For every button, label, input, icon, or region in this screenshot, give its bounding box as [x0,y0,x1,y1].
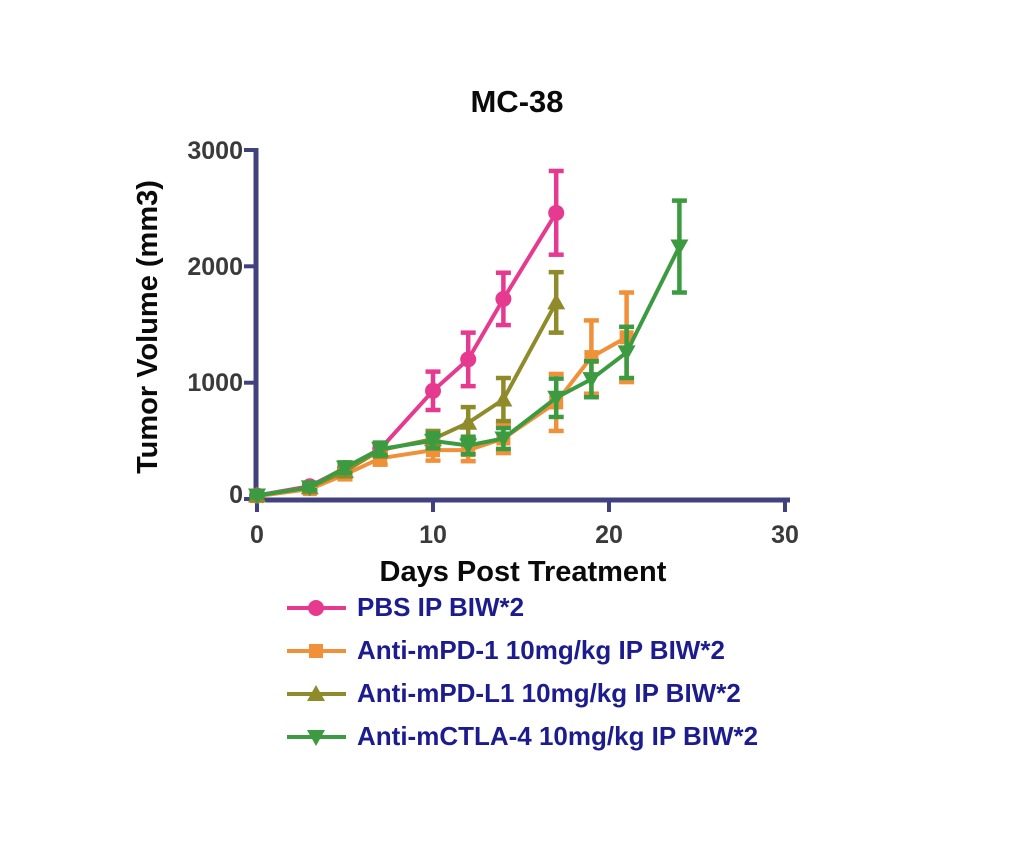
chart-title: MC-38 [470,84,563,119]
y-tick-label-0: 0 [229,481,243,509]
plot-area [248,168,689,505]
x-axis-label: Days Post Treatment [380,556,667,588]
legend-label-pbs: PBS IP BIW*2 [357,592,525,622]
legend-item-pbs: PBS IP BIW*2 [285,586,758,629]
series-1 [249,290,635,504]
legend-item-anti-mpd-l1: Anti-mPD-L1 10mg/kg IP BIW*2 [285,672,758,715]
series-2 [248,269,566,503]
legend-label-anti-mpd-l1: Anti-mPD-L1 10mg/kg IP BIW*2 [357,678,741,708]
legend-item-anti-mpd-1: Anti-mPD-1 10mg/kg IP BIW*2 [285,629,758,672]
legend-marker-triangle-down-icon [287,729,346,746]
x-tick-label-20: 20 [595,521,623,549]
legend: PBS IP BIW*2 Anti-mPD-1 10mg/kg IP BIW*2… [285,586,758,758]
x-tick-label-10: 10 [419,521,447,549]
legend-label-anti-mpd-1: Anti-mPD-1 10mg/kg IP BIW*2 [357,635,725,665]
legend-item-anti-mctla-4: Anti-mCTLA-4 10mg/kg IP BIW*2 [285,715,758,758]
legend-label-anti-mctla-4: Anti-mCTLA-4 10mg/kg IP BIW*2 [357,721,759,751]
y-tick-label-1000: 1000 [187,369,243,397]
legend-marker-square-icon [287,643,346,658]
legend-marker-triangle-up-icon [287,684,346,701]
x-tick-label-30: 30 [771,521,799,549]
y-tick-label-3000: 3000 [187,137,243,165]
series-3 [248,198,689,505]
legend-marker-circle-icon [287,599,346,616]
y-tick-label-2000: 2000 [187,253,243,281]
x-tick-label-0: 0 [250,521,264,549]
y-axis-label: Tumor Volume (mm3) [132,180,164,474]
